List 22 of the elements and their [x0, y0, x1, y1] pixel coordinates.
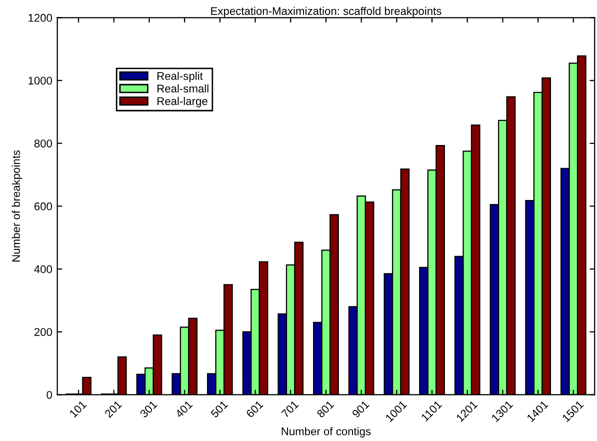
x-tick-label: 601 [246, 400, 264, 418]
x-tick-label: 701 [281, 400, 299, 418]
y-tick-label: 200 [34, 328, 52, 336]
legend-label: Real-split [158, 72, 203, 82]
x-tick-label: 801 [316, 400, 334, 418]
legend-label: Real-small [158, 84, 208, 93]
chart-title: Expectation-Maximization: scaffold breakpoints [211, 6, 442, 18]
x-tick-label: 301 [140, 400, 158, 418]
x-axis-title: Number of contigs [282, 427, 371, 438]
y-tick-label: 600 [34, 202, 52, 210]
x-tick-label: 101 [69, 400, 87, 418]
y-axis-title: Number of breakpoints [12, 150, 22, 262]
x-tick-label: 401 [174, 400, 193, 418]
legend-label: Real-large [158, 96, 208, 108]
y-tick-label: 800 [34, 140, 52, 148]
x-tick-label: 501 [210, 400, 228, 418]
y-tick-label: 400 [34, 265, 52, 274]
y-tick-label: 1200 [28, 14, 52, 22]
y-tick-label: 1000 [28, 76, 52, 85]
x-tick-label: 901 [352, 400, 370, 418]
x-tick-label: 201 [104, 400, 122, 418]
y-tick-label: 0 [46, 390, 52, 399]
